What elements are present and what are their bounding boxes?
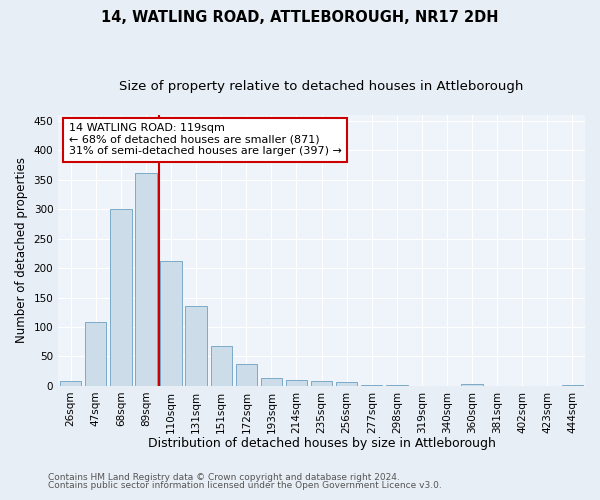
Bar — [60, 381, 82, 386]
Bar — [336, 382, 358, 386]
Bar — [461, 384, 483, 386]
Text: Contains public sector information licensed under the Open Government Licence v3: Contains public sector information licen… — [48, 481, 442, 490]
X-axis label: Distribution of detached houses by size in Attleborough: Distribution of detached houses by size … — [148, 437, 496, 450]
Text: 14, WATLING ROAD, ATTLEBOROUGH, NR17 2DH: 14, WATLING ROAD, ATTLEBOROUGH, NR17 2DH — [101, 10, 499, 25]
Bar — [562, 384, 583, 386]
Y-axis label: Number of detached properties: Number of detached properties — [15, 158, 28, 344]
Bar — [160, 261, 182, 386]
Bar — [236, 364, 257, 386]
Text: 14 WATLING ROAD: 119sqm
← 68% of detached houses are smaller (871)
31% of semi-d: 14 WATLING ROAD: 119sqm ← 68% of detache… — [69, 123, 341, 156]
Bar — [286, 380, 307, 386]
Bar — [110, 208, 131, 386]
Bar — [261, 378, 282, 386]
Bar — [311, 380, 332, 386]
Bar — [361, 384, 382, 386]
Bar — [85, 322, 106, 386]
Text: Contains HM Land Registry data © Crown copyright and database right 2024.: Contains HM Land Registry data © Crown c… — [48, 472, 400, 482]
Bar — [185, 306, 207, 386]
Bar — [211, 346, 232, 386]
Title: Size of property relative to detached houses in Attleborough: Size of property relative to detached ho… — [119, 80, 524, 93]
Bar — [136, 172, 157, 386]
